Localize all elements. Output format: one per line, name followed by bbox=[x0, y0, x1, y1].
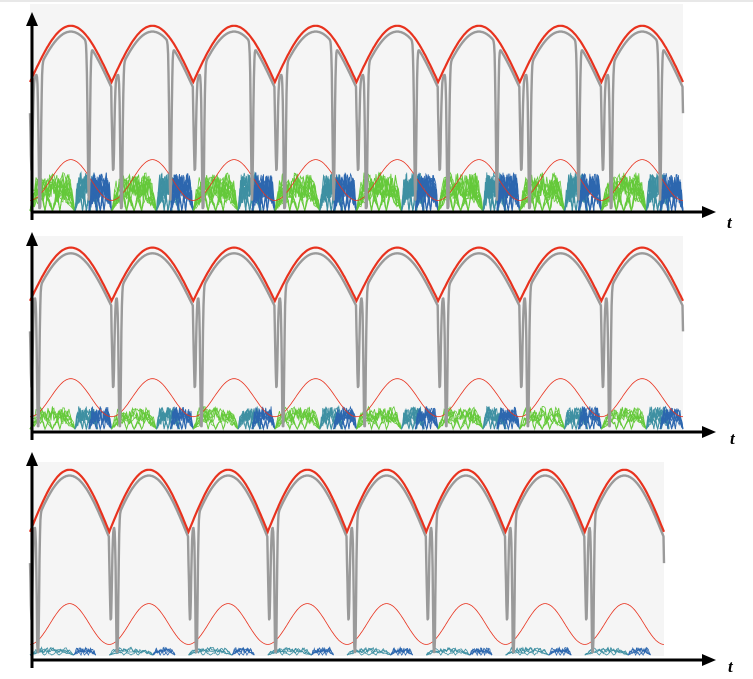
band-line-blue bbox=[628, 647, 651, 656]
band-line-teal bbox=[156, 407, 180, 430]
band-line-blue bbox=[170, 174, 194, 212]
band-line-green bbox=[519, 176, 565, 212]
band-line-green bbox=[274, 173, 321, 212]
band-line-blue bbox=[170, 406, 194, 430]
drive-sine-line bbox=[29, 159, 684, 201]
band-line-blue bbox=[496, 173, 521, 212]
band-line-blue bbox=[469, 647, 493, 656]
chart-panel-1: t bbox=[26, 4, 733, 232]
band-line-blue bbox=[548, 648, 572, 656]
band-line-teal bbox=[74, 406, 99, 430]
chart-panel-2: t bbox=[26, 232, 736, 448]
band-line-green bbox=[601, 180, 647, 212]
y-axis-arrow bbox=[26, 452, 38, 466]
drive-sine-line bbox=[29, 603, 665, 645]
y-axis-arrow bbox=[26, 232, 38, 246]
band-line-teal bbox=[156, 174, 180, 212]
band-line-green bbox=[356, 174, 402, 212]
band-line-teal bbox=[482, 407, 507, 430]
band-line-blue bbox=[73, 647, 97, 656]
envelope-line bbox=[29, 246, 684, 304]
band-line-blue bbox=[578, 407, 602, 430]
envelope-line bbox=[29, 24, 684, 85]
band-line-green bbox=[111, 179, 157, 212]
band-line-blue bbox=[88, 406, 112, 430]
band-line-blue bbox=[659, 405, 684, 430]
band-line-blue bbox=[390, 647, 414, 656]
band-line-blue bbox=[170, 174, 194, 212]
band-line-blue bbox=[469, 647, 493, 656]
band-line-blue bbox=[496, 410, 521, 431]
band-line-blue bbox=[390, 646, 414, 656]
x-axis-arrow bbox=[702, 426, 716, 438]
band-line-blue bbox=[251, 408, 276, 430]
band-line-blue bbox=[414, 172, 439, 212]
band-line-blue bbox=[578, 175, 602, 212]
band-line-blue bbox=[414, 407, 439, 431]
drive-sine-line bbox=[29, 378, 684, 418]
band-line-green bbox=[111, 176, 157, 212]
band-line-teal bbox=[645, 173, 670, 212]
band-line-green bbox=[356, 177, 402, 212]
band-line-blue bbox=[414, 178, 439, 212]
band-line-green bbox=[29, 178, 76, 212]
band-line-teal bbox=[564, 406, 588, 430]
band-line-teal bbox=[319, 173, 343, 212]
band-line-blue bbox=[170, 176, 194, 212]
band-line-blue bbox=[152, 646, 176, 656]
band-line-blue bbox=[333, 405, 357, 430]
signal-line bbox=[28, 30, 685, 210]
band-line-blue bbox=[659, 407, 684, 430]
band-line-blue bbox=[469, 646, 493, 657]
band-line-teal bbox=[319, 408, 343, 430]
subharmonic-bands bbox=[29, 170, 684, 213]
x-axis-arrow bbox=[702, 654, 716, 666]
chart-panel-3: t bbox=[26, 452, 734, 676]
x-axis-label: t bbox=[730, 429, 736, 448]
band-line-green bbox=[192, 175, 239, 212]
band-line-blue bbox=[548, 647, 572, 656]
band-line-blue bbox=[496, 408, 521, 430]
x-axis-label: t bbox=[727, 213, 733, 232]
band-line-blue bbox=[311, 646, 334, 656]
band-line-green bbox=[601, 172, 647, 212]
band-line-blue bbox=[231, 647, 255, 656]
band-line-blue bbox=[152, 647, 176, 656]
band-line-blue bbox=[496, 174, 521, 212]
x-axis-label: t bbox=[728, 657, 734, 676]
band-line-green bbox=[356, 173, 402, 212]
signal-line bbox=[28, 474, 666, 654]
band-line-green bbox=[274, 173, 321, 212]
band-line-green bbox=[29, 174, 76, 212]
subharmonic-bands bbox=[29, 404, 684, 431]
band-line-teal bbox=[401, 406, 425, 430]
band-line-green bbox=[601, 173, 647, 213]
band-line-green bbox=[192, 176, 239, 212]
band-line-blue bbox=[170, 406, 194, 430]
band-line-blue bbox=[251, 407, 276, 430]
band-line-teal bbox=[319, 174, 343, 212]
band-line-green bbox=[192, 177, 239, 212]
band-line-teal bbox=[645, 408, 670, 431]
band-line-blue bbox=[390, 647, 414, 656]
band-line-blue bbox=[333, 172, 357, 212]
band-line-green bbox=[192, 177, 239, 212]
signal-line bbox=[28, 252, 685, 428]
y-axis-arrow bbox=[26, 12, 38, 26]
band-line-blue bbox=[170, 407, 194, 430]
band-line-green bbox=[111, 174, 157, 212]
band-line-teal bbox=[505, 646, 550, 656]
envelope-line bbox=[28, 468, 666, 535]
x-axis-arrow bbox=[702, 206, 716, 218]
band-line-teal bbox=[401, 406, 425, 430]
band-line-green bbox=[111, 175, 157, 212]
band-line-blue bbox=[88, 407, 112, 430]
band-line-teal bbox=[74, 406, 99, 430]
band-line-blue bbox=[88, 405, 112, 430]
band-line-green bbox=[437, 174, 484, 212]
band-line-blue bbox=[311, 646, 334, 656]
